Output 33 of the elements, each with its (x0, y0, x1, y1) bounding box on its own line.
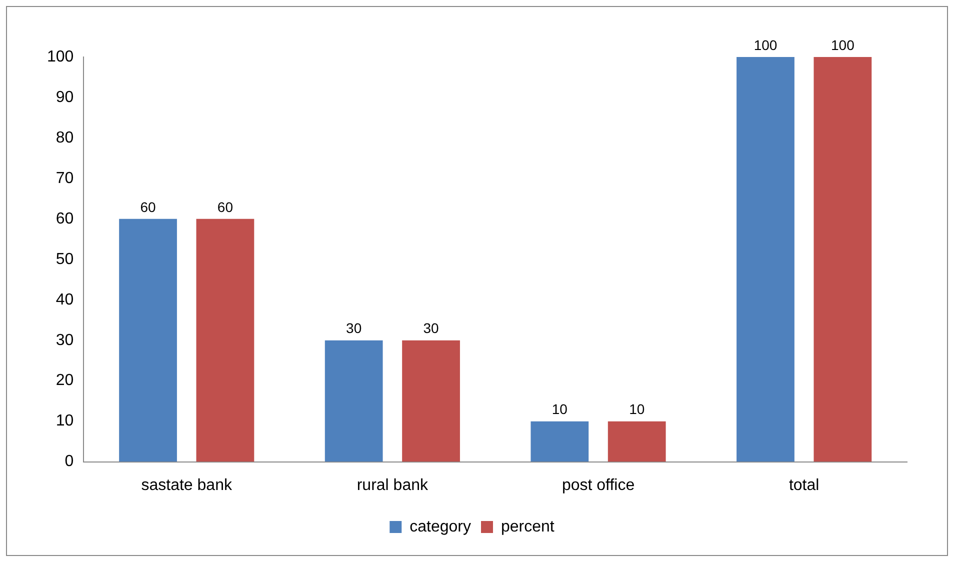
data-label: 100 (754, 36, 778, 53)
y-tick-label: 0 (64, 453, 74, 470)
bar (119, 218, 177, 462)
y-tick-label: 40 (56, 291, 74, 308)
data-label: 60 (140, 198, 156, 215)
y-tick-label: 90 (56, 88, 74, 106)
data-label: 30 (423, 320, 440, 336)
data-label: 30 (346, 320, 362, 336)
bar (814, 57, 872, 462)
data-label: 10 (552, 401, 568, 418)
data-label: 60 (217, 198, 234, 215)
y-tick-label: 10 (56, 412, 74, 430)
x-tick-label: sastate bank (141, 476, 233, 494)
bar (736, 57, 794, 462)
x-tick-label: total (788, 476, 820, 494)
bar (530, 421, 589, 462)
y-tick-label: 30 (56, 332, 74, 349)
y-tick-label: 100 (46, 48, 74, 66)
legend-label: category (410, 518, 472, 536)
y-tick-label: 80 (56, 129, 74, 146)
bar (608, 421, 666, 462)
data-label: 100 (831, 36, 855, 53)
y-tick-label: 50 (56, 250, 74, 268)
legend-label: percent (501, 518, 555, 536)
data-label: 10 (629, 401, 645, 418)
y-tick-label: 60 (56, 210, 74, 228)
y-tick-label: 70 (56, 170, 74, 187)
bar (402, 340, 460, 462)
x-tick-label: rural bank (356, 476, 430, 494)
x-tick-label: post office (562, 476, 635, 494)
bar (196, 218, 254, 462)
bar (324, 340, 383, 462)
y-tick-label: 20 (56, 372, 74, 390)
